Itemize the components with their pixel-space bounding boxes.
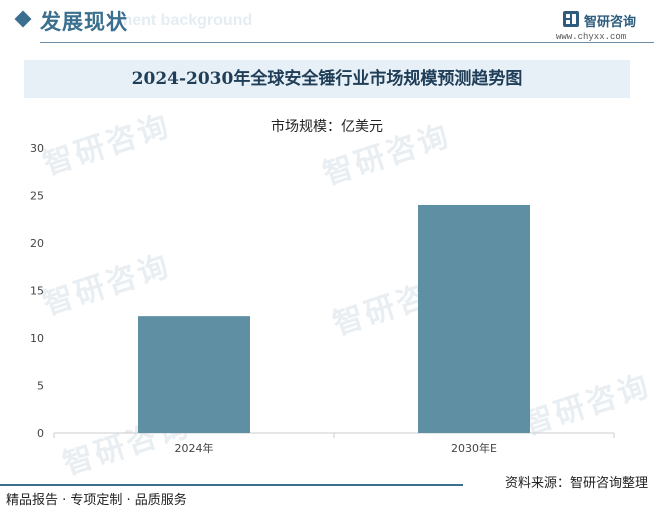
header-ghost-text: ment background <box>118 12 253 29</box>
y-tick-label: 15 <box>30 285 44 298</box>
y-tick-label: 0 <box>37 427 44 440</box>
footer-rule <box>0 484 463 486</box>
unit-label: 市场规模：亿美元 <box>271 119 383 135</box>
brand-logo-icon <box>563 11 579 27</box>
chart-title: 2024-2030年全球安全锤行业市场规模预测趋势图 <box>131 69 523 89</box>
x-tick-label: 2024年 <box>175 441 214 455</box>
source-note: 资料来源：智研咨询整理 <box>505 476 649 491</box>
bar <box>418 205 530 433</box>
brand-name: 智研咨询 <box>584 15 637 30</box>
brand-url[interactable]: www.chyxx.com <box>556 32 627 42</box>
section-header: ment background 发展现状 <box>0 0 654 43</box>
header-rule <box>40 42 654 43</box>
y-tick-label: 30 <box>30 142 44 155</box>
footer-slogan: 精品报告 · 专项定制 · 品质服务 <box>6 493 187 508</box>
y-tick-label: 10 <box>30 332 44 345</box>
y-tick-label: 20 <box>30 237 44 250</box>
section-title: 发展现状 <box>40 10 128 34</box>
footer: 精品报告 · 专项定制 · 品质服务 <box>0 484 654 510</box>
bar <box>138 316 250 433</box>
x-tick-label: 2030年E <box>451 441 497 455</box>
y-tick-label: 25 <box>30 190 44 203</box>
y-tick-label: 5 <box>37 380 44 393</box>
title-band <box>24 60 630 98</box>
